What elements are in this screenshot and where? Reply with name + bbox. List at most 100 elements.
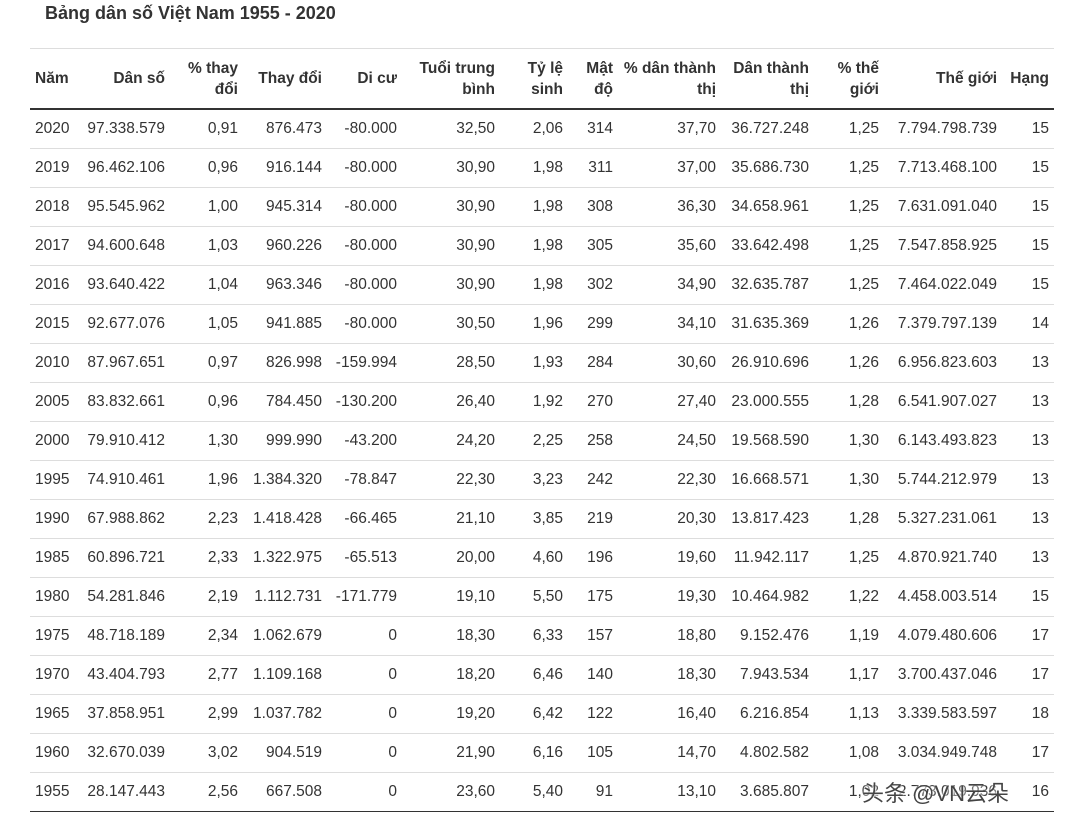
table-cell: 28.147.443 xyxy=(80,772,170,812)
table-cell: 97.338.579 xyxy=(80,108,170,149)
column-header: Thế giới xyxy=(884,48,1002,110)
table-cell: 92.677.076 xyxy=(80,304,170,344)
table-cell: 2019 xyxy=(30,148,80,188)
table-cell: 15 xyxy=(1002,187,1054,227)
table-cell: 6.143.493.823 xyxy=(884,421,1002,461)
table-cell: 15 xyxy=(1002,108,1054,149)
table-row: 2010 87.967.651 0,97 826.998 -159.994 28,50 1,… xyxy=(30,343,1054,383)
column-header: Hạng xyxy=(1002,48,1054,110)
table-cell: 1.062.679 xyxy=(243,616,327,656)
table-cell: 32.670.039 xyxy=(80,733,170,773)
table-cell: 4.870.921.740 xyxy=(884,538,1002,578)
table-cell: 4.802.582 xyxy=(721,733,814,773)
table-cell: 3.339.583.597 xyxy=(884,694,1002,734)
table-cell: 54.281.846 xyxy=(80,577,170,617)
table-cell: 2017 xyxy=(30,226,80,266)
table-cell: 30,50 xyxy=(402,304,500,344)
table-cell: 36,30 xyxy=(618,187,721,227)
table-cell: 17 xyxy=(1002,733,1054,773)
table-cell: 18,30 xyxy=(618,655,721,695)
table-cell: 941.885 xyxy=(243,304,327,344)
table-cell: 1,30 xyxy=(170,421,243,461)
column-header: % dân thành thị xyxy=(618,48,721,110)
table-row: 2005 83.832.661 0,96 784.450 -130.200 26,40 1,… xyxy=(30,382,1054,422)
table-cell: 6,42 xyxy=(500,694,568,734)
table-cell: 13 xyxy=(1002,382,1054,422)
table-cell: 5,40 xyxy=(500,772,568,812)
table-cell: 87.967.651 xyxy=(80,343,170,383)
table-cell: 1,25 xyxy=(814,538,884,578)
table-cell: 3,85 xyxy=(500,499,568,539)
column-header: Năm xyxy=(30,48,80,110)
table-cell: 1970 xyxy=(30,655,80,695)
table-cell: 6.216.854 xyxy=(721,694,814,734)
table-cell: 20,30 xyxy=(618,499,721,539)
table-cell: 1.384.320 xyxy=(243,460,327,500)
table-cell: 13 xyxy=(1002,343,1054,383)
table-cell: 2020 xyxy=(30,108,80,149)
table-cell: 0,96 xyxy=(170,148,243,188)
table-cell: 30,90 xyxy=(402,187,500,227)
table-row: 1985 60.896.721 2,33 1.322.975 -65.513 20,00 4… xyxy=(30,538,1054,578)
table-cell: 140 xyxy=(568,655,618,695)
table-cell: 1,93 xyxy=(500,343,568,383)
table-cell: 32.635.787 xyxy=(721,265,814,305)
table-cell: 305 xyxy=(568,226,618,266)
table-row: 2018 95.545.962 1,00 945.314 -80.000 30,90 1,9… xyxy=(30,187,1054,227)
table-cell: 1,25 xyxy=(814,108,884,149)
table-cell: 1,96 xyxy=(170,460,243,500)
table-cell: 37.858.951 xyxy=(80,694,170,734)
table-cell: 4.458.003.514 xyxy=(884,577,1002,617)
table-cell: 74.910.461 xyxy=(80,460,170,500)
table-cell: 1,08 xyxy=(814,733,884,773)
table-row: 1970 43.404.793 2,77 1.109.168 0 18,20 6,46 140… xyxy=(30,655,1054,695)
table-row: 2020 97.338.579 0,91 876.473 -80.000 32,50 2,0… xyxy=(30,108,1054,149)
table-cell: 2,34 xyxy=(170,616,243,656)
table-cell: 3.685.807 xyxy=(721,772,814,812)
table-cell: 1.037.782 xyxy=(243,694,327,734)
table-cell: 1,22 xyxy=(814,577,884,617)
table-cell: 2005 xyxy=(30,382,80,422)
table-cell: 1980 xyxy=(30,577,80,617)
table-cell: -80.000 xyxy=(327,108,402,149)
table-cell: 2,33 xyxy=(170,538,243,578)
table-cell: 1,96 xyxy=(500,304,568,344)
table-cell: 0 xyxy=(327,694,402,734)
table-cell: -66.465 xyxy=(327,499,402,539)
watermark: 头条 @VN云朵 xyxy=(862,781,1010,806)
table-cell: 1,28 xyxy=(814,382,884,422)
table-cell: 1955 xyxy=(30,772,80,812)
table-cell: 258 xyxy=(568,421,618,461)
table-cell: 60.896.721 xyxy=(80,538,170,578)
table-cell: 18,80 xyxy=(618,616,721,656)
table-cell: 19.568.590 xyxy=(721,421,814,461)
column-header: Dân thành thị xyxy=(721,48,814,110)
table-cell: 17 xyxy=(1002,616,1054,656)
table-cell: 7.943.534 xyxy=(721,655,814,695)
table-row: 1995 74.910.461 1,96 1.384.320 -78.847 22,30 3… xyxy=(30,460,1054,500)
table-cell: 242 xyxy=(568,460,618,500)
table-cell: 105 xyxy=(568,733,618,773)
table-cell: 14,70 xyxy=(618,733,721,773)
table-cell: 32,50 xyxy=(402,108,500,149)
table-cell: 37,70 xyxy=(618,108,721,149)
table-cell: 15 xyxy=(1002,265,1054,305)
table-cell: 83.832.661 xyxy=(80,382,170,422)
table-cell: 1,25 xyxy=(814,148,884,188)
table-cell: 284 xyxy=(568,343,618,383)
table-cell: 1985 xyxy=(30,538,80,578)
table-row: 2000 79.910.412 1,30 999.990 -43.200 24,20 2,2… xyxy=(30,421,1054,461)
table-cell: 6,16 xyxy=(500,733,568,773)
table-cell: 7.379.797.139 xyxy=(884,304,1002,344)
table-cell: 24,20 xyxy=(402,421,500,461)
table-cell: 2.773.019.936 xyxy=(884,772,1002,812)
table-cell: 0 xyxy=(327,616,402,656)
table-cell: -159.994 xyxy=(327,343,402,383)
table-cell: 0 xyxy=(327,772,402,812)
table-cell: 30,90 xyxy=(402,148,500,188)
table-cell: 3,23 xyxy=(500,460,568,500)
table-body: 2020 97.338.579 0,91 876.473 -80.000 32,50 2,0… xyxy=(30,108,1054,812)
column-header: % thế giới xyxy=(814,48,884,110)
table-cell: 79.910.412 xyxy=(80,421,170,461)
table-cell: 34,10 xyxy=(618,304,721,344)
